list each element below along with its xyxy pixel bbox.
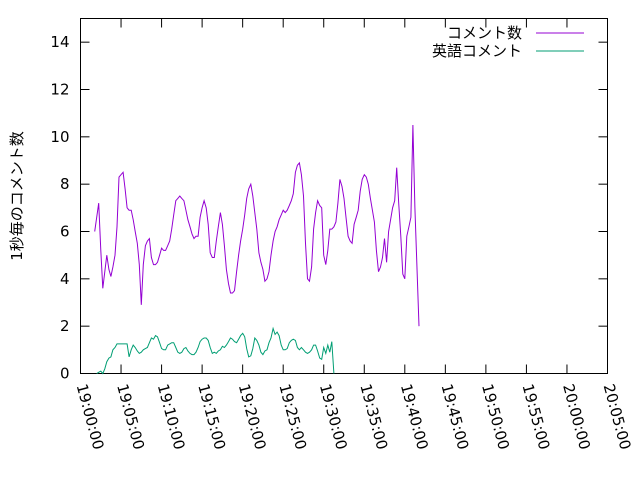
x-tick-label: 19:50:00 (478, 382, 513, 452)
series-group (94, 124, 420, 375)
y-tick-label: 10 (50, 128, 69, 146)
y-tick-label: 0 (60, 365, 70, 383)
x-axis: 19:00:00 19:05:00 19:10:00 19:15:00 19:20:00… (73, 18, 635, 452)
x-tick-label: 19:20:00 (235, 382, 270, 452)
x-tick-label: 19:35:00 (356, 382, 391, 452)
series-line-1 (96, 326, 335, 375)
x-tick-label: 19:25:00 (275, 382, 310, 452)
x-tick-label: 19:00:00 (73, 382, 108, 452)
legend-label: コメント数 (447, 24, 522, 42)
y-tick-label: 4 (60, 270, 70, 288)
x-tick-label: 19:10:00 (154, 382, 189, 452)
plot-frame (80, 18, 608, 374)
y-axis: 0 2 4 6 8 10 12 14 (50, 33, 608, 383)
y-tick-label: 12 (50, 81, 69, 99)
y-tick-label: 6 (60, 223, 70, 241)
x-tick-label: 19:45:00 (437, 382, 472, 452)
x-tick-label: 19:40:00 (397, 382, 432, 452)
series-line-0 (94, 124, 420, 327)
y-axis-label: 1秒毎のコメント数 (8, 131, 26, 261)
x-tick-label: 19:05:00 (113, 382, 148, 452)
y-tick-label: 8 (60, 175, 70, 193)
x-tick-label: 19:55:00 (519, 382, 554, 452)
x-tick-label: 19:15:00 (194, 382, 229, 452)
x-tick-label: 20:05:00 (600, 382, 635, 452)
x-tick-label: 20:00:00 (559, 382, 594, 452)
x-tick-label: 19:30:00 (316, 382, 351, 452)
legend-label: 英語コメント (432, 42, 522, 60)
y-tick-label: 2 (60, 317, 70, 335)
y-tick-label: 14 (50, 33, 69, 51)
